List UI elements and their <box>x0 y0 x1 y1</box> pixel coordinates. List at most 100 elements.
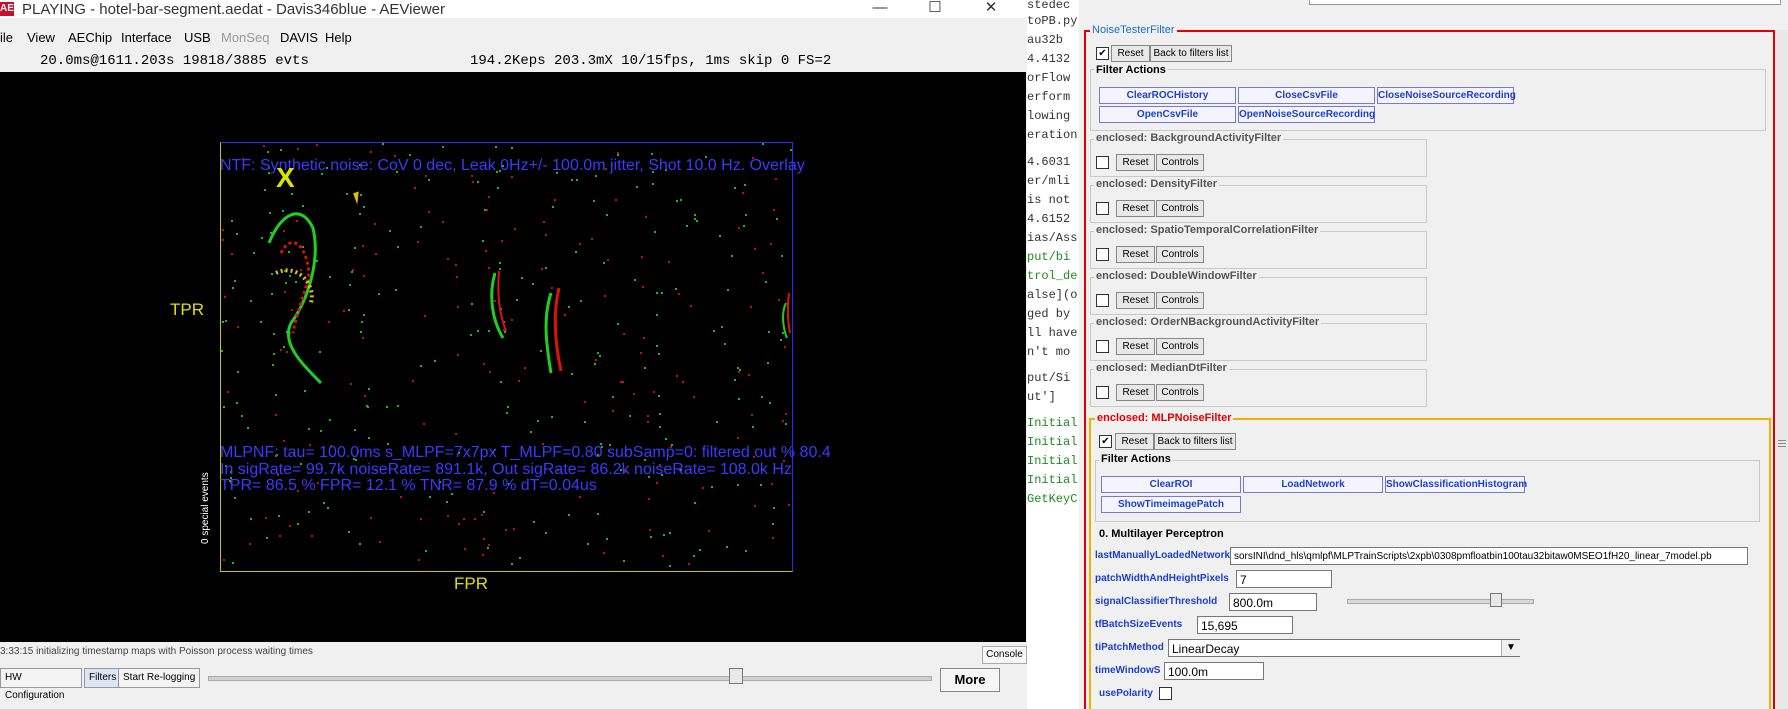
noise-event-dot <box>693 396 695 398</box>
ntf-back-button[interactable]: Back to filters list <box>1150 45 1232 62</box>
noise-event-dot <box>424 315 426 317</box>
noise-event-dot <box>265 517 267 519</box>
filters-button[interactable]: Filters <box>84 668 122 688</box>
noise-event-dot <box>781 255 783 257</box>
noise-event-dot <box>474 518 476 520</box>
stcf-checkbox[interactable] <box>1096 248 1109 261</box>
menu-usb[interactable]: USB <box>184 30 211 45</box>
playback-slider[interactable] <box>208 676 932 681</box>
density-filter-reset-button[interactable]: Reset <box>1116 200 1155 217</box>
noise-event-dot <box>504 331 506 333</box>
noise-event-dot <box>519 557 521 559</box>
load-network-button[interactable]: LoadNetwork <box>1243 476 1383 493</box>
onba-reset-button[interactable]: Reset <box>1116 338 1155 355</box>
chevron-down-icon[interactable]: ▼ <box>1501 640 1520 656</box>
more-button[interactable]: More <box>940 668 1000 692</box>
noise-event-dot <box>485 250 487 252</box>
dwf-reset-button[interactable]: Reset <box>1116 292 1155 309</box>
mediandt-reset-button[interactable]: Reset <box>1116 384 1155 401</box>
mlp-reset-button[interactable]: Reset <box>1115 433 1154 450</box>
menu-aechip[interactable]: AEChip <box>68 30 113 45</box>
filter-panel: NoiseTesterFilter ✔ Reset Back to filter… <box>1079 0 1788 709</box>
noise-event-dot <box>286 351 288 353</box>
noise-event-dot <box>249 543 251 545</box>
patch-method-select[interactable]: LinearDecay <box>1168 639 1520 657</box>
show-timeimage-patch-button[interactable]: ShowTimeimagePatch <box>1101 496 1241 513</box>
noise-event-dot <box>557 469 559 471</box>
noise-event-dot <box>636 186 638 188</box>
noise-event-dot <box>780 339 782 341</box>
noise-event-dot <box>661 474 663 476</box>
density-filter-checkbox[interactable] <box>1096 202 1109 215</box>
noise-event-dot <box>518 380 520 382</box>
show-classification-histogram-button[interactable]: ShowClassificationHistogram <box>1385 476 1527 493</box>
ba-filter-controls-button[interactable]: Controls <box>1156 154 1204 171</box>
scroll-grip <box>1778 443 1786 444</box>
panel-scrollbar[interactable] <box>1776 30 1788 709</box>
title-bar[interactable]: AE PLAYING - hotel-bar-segment.aedat - D… <box>0 0 1027 18</box>
noise-event-dot <box>738 227 740 229</box>
menu-help[interactable]: Help <box>325 30 352 45</box>
noise-event-dot <box>354 429 356 431</box>
noise-event-dot <box>571 179 573 181</box>
density-filter-controls-button[interactable]: Controls <box>1156 200 1204 217</box>
noise-event-dot <box>477 181 479 183</box>
menu-interface[interactable]: Interface <box>121 30 172 45</box>
patch-size-field[interactable]: 7 <box>1236 570 1332 588</box>
threshold-field[interactable]: 800.0m <box>1229 593 1317 611</box>
code-line: n't mo <box>1027 345 1071 359</box>
console-button[interactable]: Console <box>982 646 1027 664</box>
close-csv-file-button[interactable]: CloseCsvFile <box>1238 87 1375 104</box>
playback-slider-thumb[interactable] <box>729 668 744 684</box>
menu-davis[interactable]: DAVIS <box>280 30 319 45</box>
open-csv-file-button[interactable]: OpenCsvFile <box>1099 106 1236 123</box>
ba-filter-checkbox[interactable] <box>1096 156 1109 169</box>
ba-filter-reset-button[interactable]: Reset <box>1116 154 1155 171</box>
code-line: au32b <box>1027 33 1064 47</box>
onba-controls-button[interactable]: Controls <box>1156 338 1204 355</box>
menu-file[interactable]: ile <box>0 30 14 45</box>
noise-event-dot <box>481 514 483 516</box>
ntf-filter-actions-label: Filter Actions <box>1094 64 1168 76</box>
threshold-slider[interactable] <box>1347 599 1534 604</box>
mlp-enable-checkbox[interactable]: ✔ <box>1099 435 1112 448</box>
noise-event-dot <box>497 187 499 189</box>
start-relogging-button[interactable]: Start Re-logging <box>118 668 201 688</box>
ntf-enable-checkbox[interactable]: ✔ <box>1096 47 1109 60</box>
maximize-icon[interactable]: ☐ <box>928 0 942 16</box>
noise-event-dot <box>425 175 427 177</box>
hw-configuration-button[interactable]: HW Configuration <box>0 668 82 701</box>
threshold-slider-thumb[interactable] <box>1490 593 1502 607</box>
menu-view[interactable]: View <box>27 30 55 45</box>
network-path-field[interactable]: sorsINI\dnd_hls\qmlpf\MLPTrainScripts\2x… <box>1230 547 1748 565</box>
clear-roi-button[interactable]: ClearROI <box>1101 476 1241 493</box>
use-polarity-checkbox[interactable] <box>1159 687 1172 700</box>
stcf-reset-button[interactable]: Reset <box>1116 246 1155 263</box>
noise-event-dot <box>227 391 229 393</box>
open-noise-source-recording-button[interactable]: OpenNoiseSourceRecording <box>1238 106 1375 123</box>
minimize-icon[interactable]: — <box>872 0 888 16</box>
noise-event-dot <box>230 477 232 479</box>
clear-roc-history-button[interactable]: ClearROCHistory <box>1099 87 1236 104</box>
batch-size-field[interactable]: 15,695 <box>1197 616 1293 634</box>
menu-monseq[interactable]: MonSeq <box>221 30 270 45</box>
close-noise-source-recording-button[interactable]: CloseNoiseSourceRecording <box>1377 87 1516 104</box>
onba-checkbox[interactable] <box>1096 340 1109 353</box>
noise-event-dot <box>232 287 234 289</box>
mlp-back-button[interactable]: Back to filters list <box>1154 433 1236 450</box>
noise-event-dot <box>615 199 617 201</box>
noise-event-dot <box>242 158 244 160</box>
noise-event-dot <box>273 353 275 355</box>
time-window-field[interactable]: 100.0m <box>1164 662 1264 680</box>
dwf-controls-button[interactable]: Controls <box>1156 292 1204 309</box>
event-display-canvas[interactable]: NTF: Synthetic noise: CoV 0 dec, Leak 0H… <box>0 72 1026 642</box>
mediandt-checkbox[interactable] <box>1096 386 1109 399</box>
dwf-checkbox[interactable] <box>1096 294 1109 307</box>
noise-event-dot <box>343 310 345 312</box>
noise-event-dot <box>771 483 773 485</box>
mediandt-controls-button[interactable]: Controls <box>1156 384 1204 401</box>
noise-event-dot <box>705 156 707 158</box>
ntf-reset-button[interactable]: Reset <box>1111 45 1150 62</box>
stcf-controls-button[interactable]: Controls <box>1156 246 1204 263</box>
close-icon[interactable]: ✕ <box>984 0 998 16</box>
